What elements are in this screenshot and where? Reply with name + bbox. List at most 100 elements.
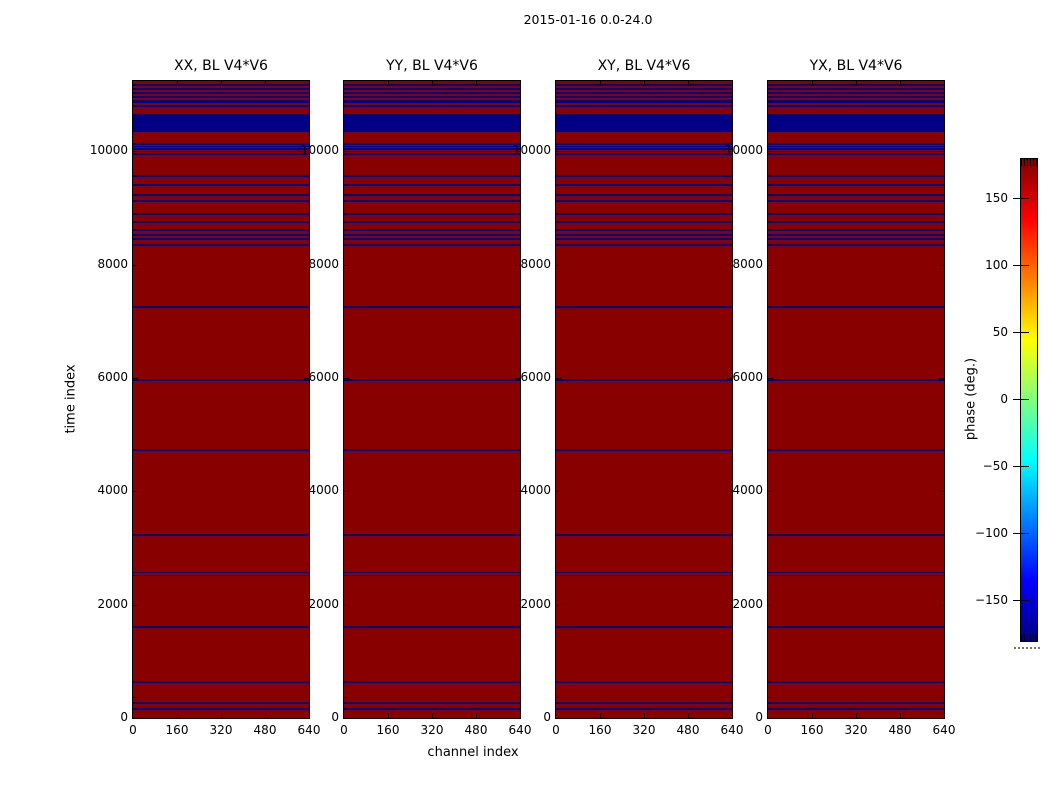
x-tick-mark	[600, 81, 601, 86]
y-tick-mark	[939, 604, 944, 606]
flagged-band	[768, 104, 944, 108]
panel-title-yy: YY, BL V4*V6	[386, 58, 478, 74]
flagged-band	[133, 571, 309, 574]
flagged-band	[133, 533, 309, 536]
y-tick-label: 0	[120, 710, 128, 724]
flagged-band	[556, 574, 732, 577]
y-tick-mark	[556, 264, 561, 266]
x-tick-mark	[432, 81, 433, 86]
flagged-band	[344, 708, 520, 710]
y-tick-mark	[344, 604, 349, 606]
heatmap-yx	[767, 80, 945, 719]
flagged-band	[133, 114, 309, 133]
colorbar-gradient	[1021, 159, 1037, 641]
flagged-band	[133, 104, 309, 108]
panel-title-xy: XY, BL V4*V6	[597, 58, 691, 74]
flagged-band	[344, 153, 520, 155]
flagged-band	[768, 626, 944, 629]
flagged-band	[768, 237, 944, 240]
x-tick-label: 0	[764, 723, 772, 737]
x-tick-mark	[432, 713, 433, 718]
flagged-band	[344, 114, 520, 133]
colorbar-tick-label: −150	[975, 592, 1008, 607]
x-tick-label: 320	[420, 723, 444, 737]
flagged-band	[344, 448, 520, 451]
flagged-band	[768, 91, 944, 94]
x-tick-mark	[388, 81, 389, 86]
flagged-band	[133, 702, 309, 704]
heatmap-xy	[555, 80, 733, 719]
y-tick-mark	[727, 264, 732, 266]
flagged-band	[344, 100, 520, 103]
heatmap-yy	[343, 80, 521, 719]
x-tick-mark	[688, 713, 689, 718]
flagged-band	[344, 199, 520, 202]
flagged-band	[768, 696, 944, 699]
y-tick-mark	[344, 264, 349, 266]
flagged-band	[556, 228, 732, 231]
flagged-band	[768, 574, 944, 577]
flagged-band	[768, 87, 944, 90]
flagged-band	[133, 143, 309, 145]
y-tick-mark	[515, 151, 520, 153]
y-tick-mark	[304, 151, 309, 153]
x-tick-label: 0	[340, 723, 348, 737]
y-tick-label: 4000	[97, 483, 128, 498]
flagged-band	[556, 174, 732, 177]
y-tick-mark	[515, 264, 520, 266]
x-tick-label: 0	[129, 723, 137, 737]
flagged-band	[344, 87, 520, 90]
x-tick-label: 480	[253, 723, 277, 737]
colorbar-tick-mark	[1013, 399, 1029, 400]
colorbar-underflow-dots	[1014, 647, 1040, 649]
x-tick-label: 640	[297, 723, 321, 737]
y-tick-mark	[727, 491, 732, 493]
flagged-band	[344, 183, 520, 186]
y-tick-label: 6000	[732, 370, 763, 385]
flagged-band	[556, 153, 732, 155]
colorbar-tick-mark	[1013, 599, 1029, 601]
y-tick-label: 8000	[97, 256, 128, 271]
colorbar-tick-label: −50	[982, 458, 1008, 473]
flagged-band	[556, 378, 732, 381]
flagged-band	[133, 220, 309, 223]
x-tick-mark	[856, 81, 857, 86]
x-tick-label: 480	[888, 723, 912, 737]
y-tick-mark	[515, 491, 520, 493]
flagged-band	[768, 448, 944, 451]
y-tick-label: 10000	[724, 143, 763, 158]
flagged-band	[344, 150, 520, 153]
flagged-band	[133, 199, 309, 202]
flagged-band	[344, 696, 520, 699]
colorbar-label: phase (deg.)	[963, 357, 979, 441]
flagged-band	[133, 237, 309, 240]
flagged-band	[556, 199, 732, 202]
x-tick-mark	[476, 81, 477, 86]
flagged-band	[133, 708, 309, 710]
x-tick-mark	[388, 713, 389, 718]
colorbar-tick-label: −100	[975, 525, 1008, 540]
flagged-band	[133, 183, 309, 186]
x-tick-mark	[265, 713, 266, 718]
flagged-band	[768, 193, 944, 196]
x-tick-label: 640	[720, 723, 744, 737]
flagged-band	[556, 681, 732, 684]
flagged-band	[768, 533, 944, 536]
panel-title-yx: YX, BL V4*V6	[809, 58, 903, 74]
y-tick-mark	[344, 491, 349, 493]
flagged-band	[133, 100, 309, 103]
flagged-band	[133, 91, 309, 94]
flagged-band	[133, 681, 309, 684]
y-tick-mark	[768, 604, 773, 606]
flagged-band	[768, 212, 944, 215]
flagged-band	[556, 220, 732, 223]
x-tick-mark	[600, 713, 601, 718]
flagged-band	[344, 702, 520, 704]
flagged-band	[133, 574, 309, 577]
y-tick-label: 10000	[512, 143, 551, 158]
flagged-band	[344, 143, 520, 145]
flagged-band	[556, 143, 732, 145]
flagged-band	[768, 150, 944, 153]
flagged-band	[556, 114, 732, 133]
flagged-band	[344, 104, 520, 108]
